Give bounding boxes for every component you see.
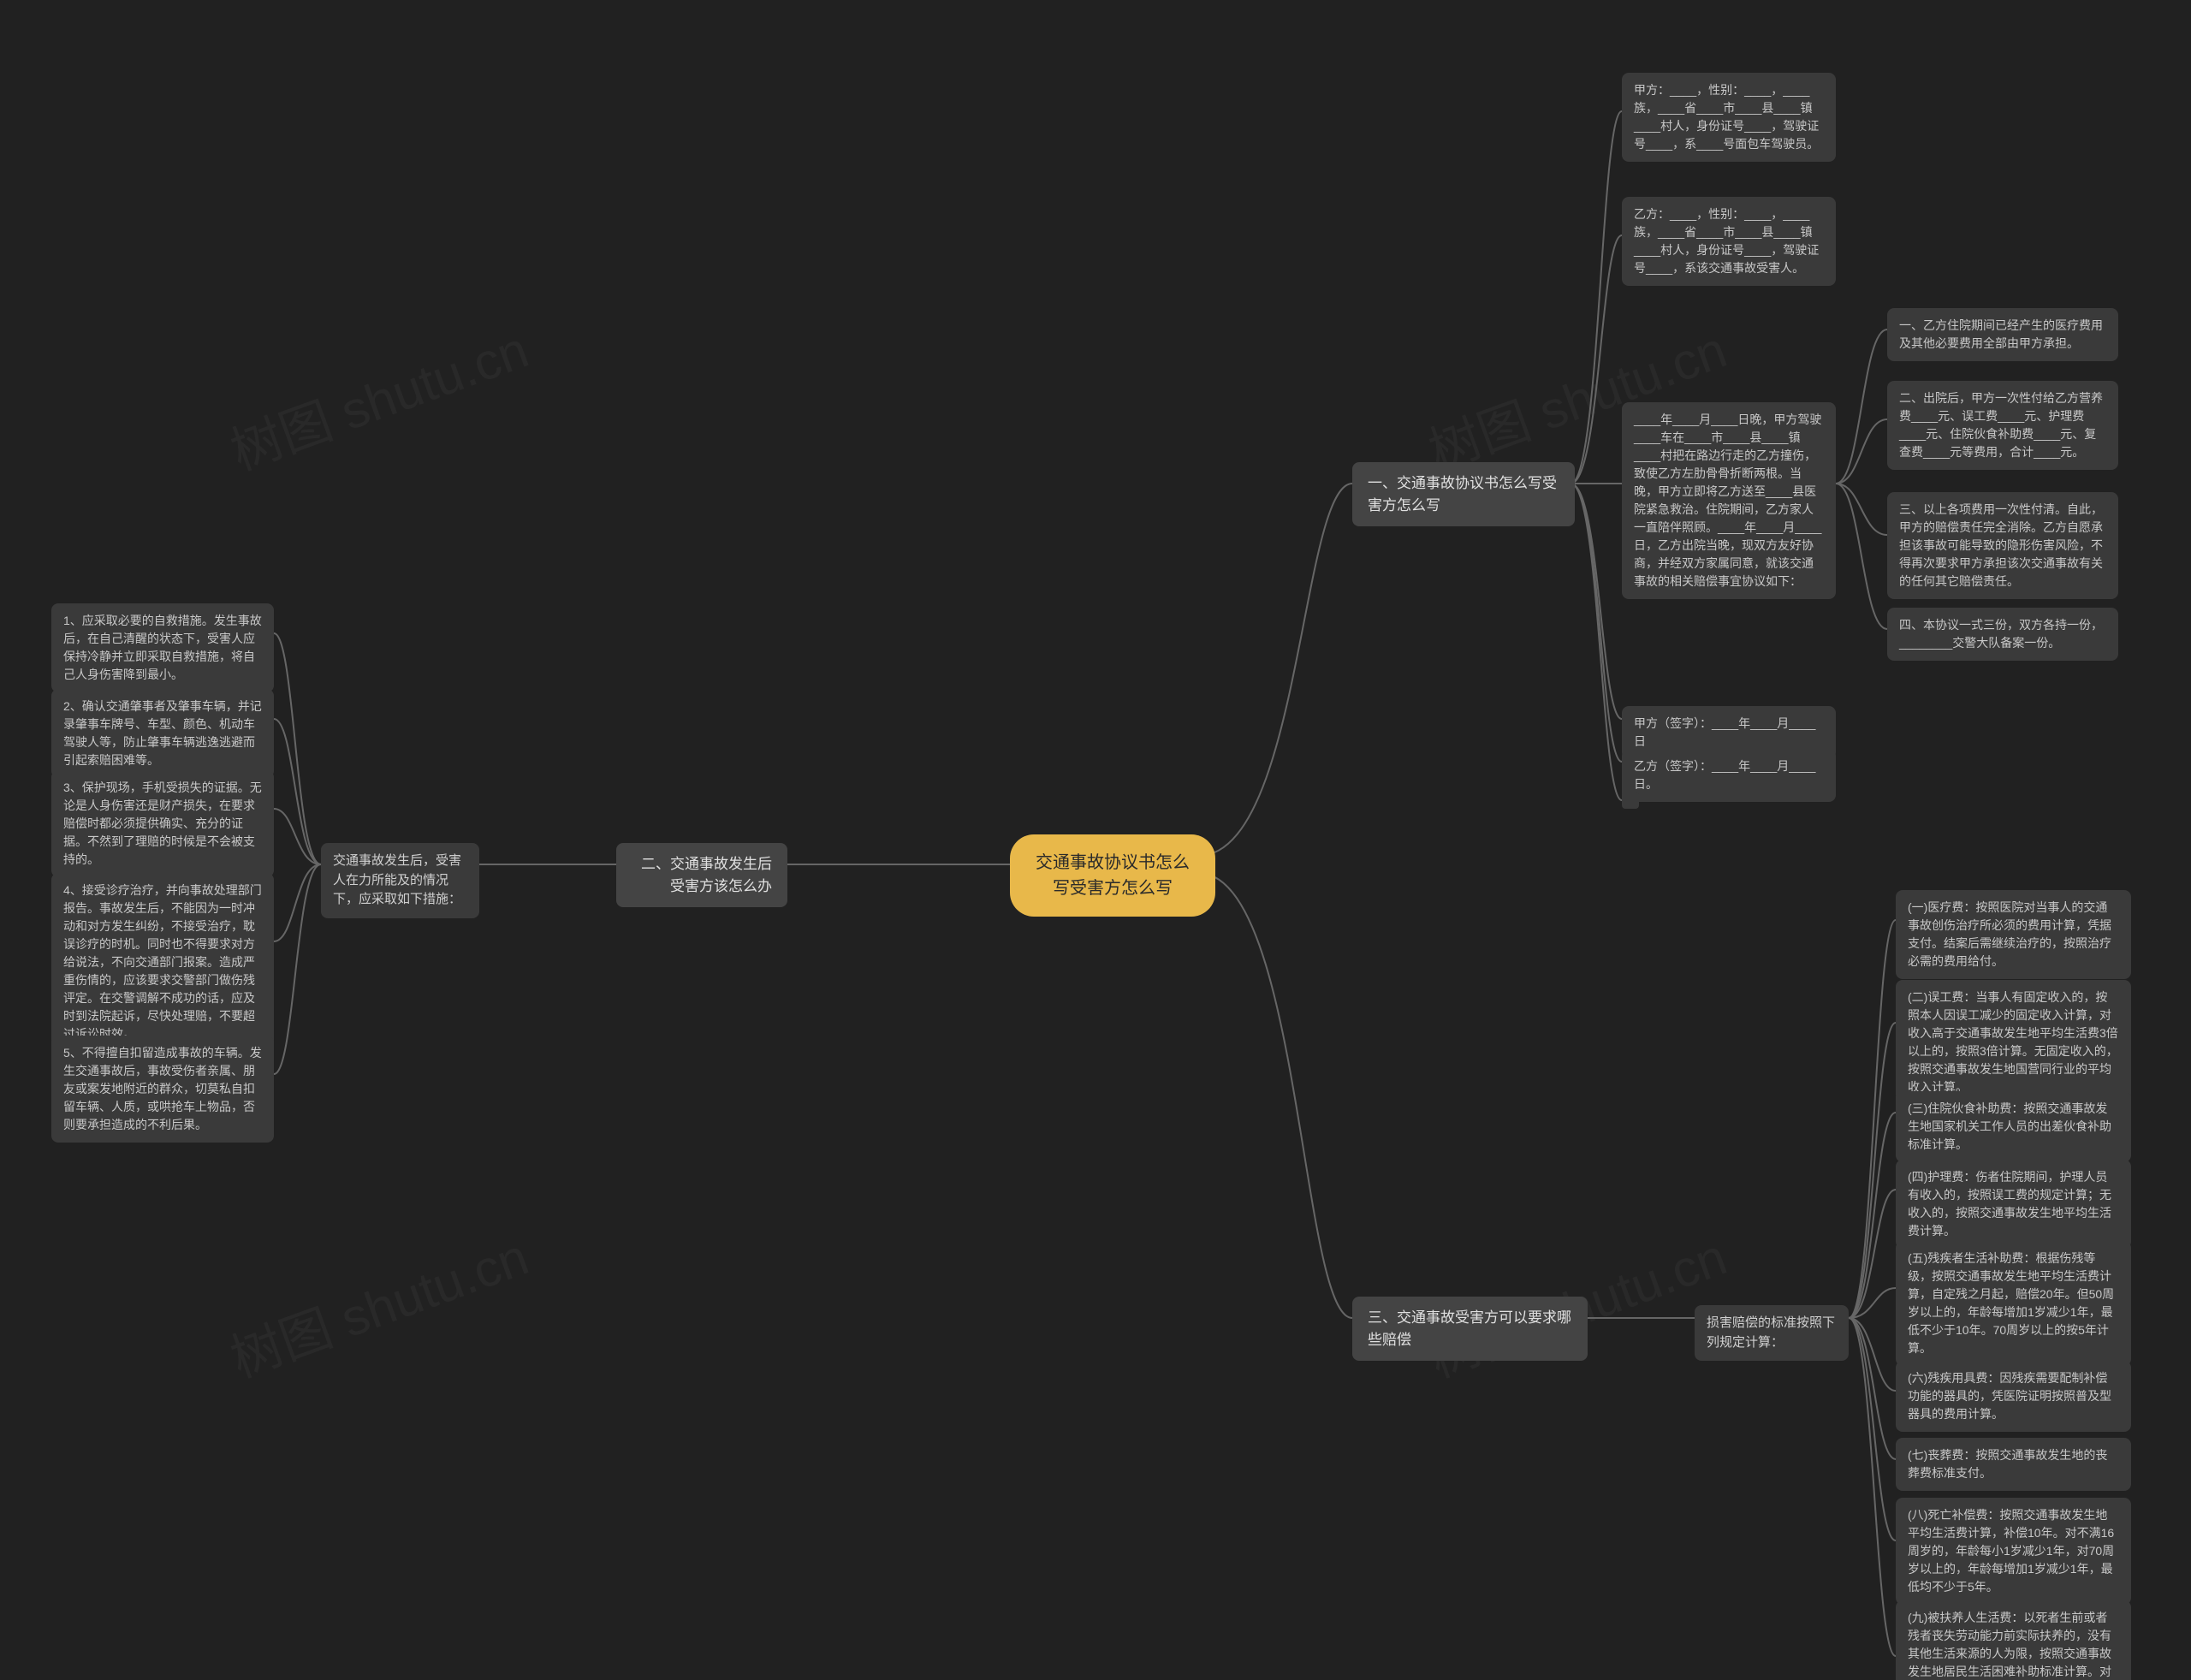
b3-item-1: (一)医疗费：按照医院对当事人的交通事故创伤治疗所必须的费用计算，凭据支付。结案… — [1896, 890, 2131, 979]
branch-1[interactable]: 一、交通事故协议书怎么写受害方怎么写 — [1352, 462, 1575, 526]
watermark: 树图 shutu.cn — [219, 308, 537, 484]
b3-item-9: (九)被扶养人生活费：以死者生前或者残者丧失劳动能力前实际扶养的，没有其他生活来… — [1896, 1600, 2131, 1680]
b1-clause-2: 二、出院后，甲方一次性付给乙方营养费____元、误工费____元、护理费____… — [1887, 381, 2118, 470]
b2-item-3: 3、保护现场，手机受损失的证据。无论是人身伤害还是财产损失，在要求赔偿时都必须提… — [51, 770, 274, 877]
b2-item-2: 2、确认交通肇事者及肇事车辆，并记录肇事车牌号、车型、颜色、机动车驾驶人等，防止… — [51, 689, 274, 778]
b2-item-4: 4、接受诊疗治疗，并向事故处理部门报告。事故发生后，不能因为一时冲动和对方发生纠… — [51, 873, 274, 1052]
b1-clause-1: 一、乙方住院期间已经产生的医疗费用及其他必要费用全部由甲方承担。 — [1887, 308, 2118, 361]
b3-item-5: (五)残疾者生活补助费：根据伤残等级，按照交通事故发生地平均生活费计算，自定残之… — [1896, 1241, 2131, 1366]
b1-incident: ____年____月____日晚，甲方驾驶____车在____市____县___… — [1622, 402, 1836, 599]
b1-party-a: 甲方：____，性别：____，____族，____省____市____县___… — [1622, 73, 1836, 162]
b1-clause-4: 四、本协议一式三份，双方各持一份，________交警大队备案一份。 — [1887, 608, 2118, 661]
b3-item-6: (六)残疾用具费：因残疾需要配制补偿功能的器具的，凭医院证明按照普及型器具的费用… — [1896, 1361, 2131, 1432]
b1-clause-3: 三、以上各项费用一次性付清。自此，甲方的赔偿责任完全消除。乙方自愿承担该事故可能… — [1887, 492, 2118, 599]
b3-item-7: (七)丧葬费：按照交通事故发生地的丧葬费标准支付。 — [1896, 1438, 2131, 1491]
b3-sub: 损害赔偿的标准按照下列规定计算： — [1695, 1305, 1849, 1361]
b1-party-b: 乙方：____，性别：____，____族，____省____市____县___… — [1622, 197, 1836, 286]
b3-item-4: (四)护理费：伤者住院期间，护理人员有收入的，按照误工费的规定计算；无收入的，按… — [1896, 1160, 2131, 1249]
b3-item-3: (三)住院伙食补助费：按照交通事故发生地国家机关工作人员的出差伙食补助标准计算。 — [1896, 1091, 2131, 1162]
branch-3[interactable]: 三、交通事故受害方可以要求哪些赔偿 — [1352, 1297, 1588, 1361]
b3-item-8: (八)死亡补偿费：按照交通事故发生地平均生活费计算，补偿10年。对不满16周岁的… — [1896, 1498, 2131, 1605]
b2-item-5: 5、不得擅自扣留造成事故的车辆。发生交通事故后，事故受伤者亲属、朋友或案发地附近… — [51, 1036, 274, 1143]
b1-empty-node — [1622, 792, 1639, 809]
b1-sign-b: 乙方（签字）：____年____月____日。 — [1622, 749, 1836, 802]
b2-sub: 交通事故发生后，受害人在力所能及的情况下，应采取如下措施： — [321, 843, 479, 918]
root-node[interactable]: 交通事故协议书怎么写受害方怎么写 — [1010, 834, 1215, 917]
watermark: 树图 shutu.cn — [219, 1215, 537, 1392]
b3-item-2: (二)误工费：当事人有固定收入的，按照本人因误工减少的固定收入计算，对收入高于交… — [1896, 980, 2131, 1105]
b2-item-1: 1、应采取必要的自救措施。发生事故后，在自己清醒的状态下，受害人应保持冷静并立即… — [51, 603, 274, 692]
branch-2[interactable]: 二、交通事故发生后受害方该怎么办 — [616, 843, 787, 907]
